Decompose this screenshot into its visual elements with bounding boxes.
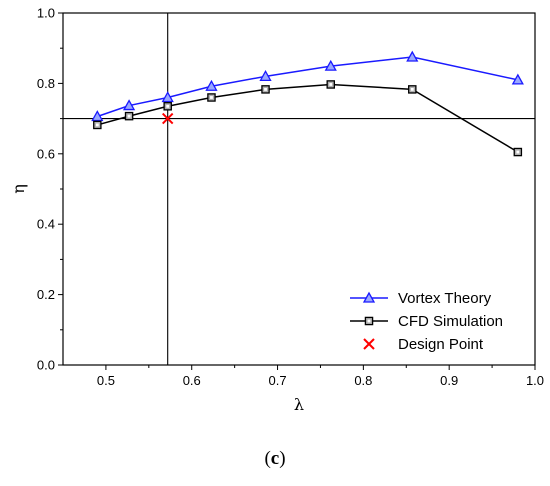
x-marker-stroke xyxy=(363,338,375,350)
vortex-theory-point xyxy=(161,91,174,103)
y-tick-label: 0.8 xyxy=(37,76,55,91)
vortex-theory-point xyxy=(122,99,136,111)
cfd-simulation-point xyxy=(163,102,172,111)
legend-cfd-simulation-label: CFD Simulation xyxy=(398,313,503,330)
cfd-simulation-point xyxy=(261,85,270,94)
caption-letter: c xyxy=(270,448,280,469)
legend: Vortex Theory CFD Simulation Design Point xyxy=(350,290,503,353)
y-tick-label: 1.0 xyxy=(37,6,55,21)
x-tick-label: 0.7 xyxy=(269,373,287,388)
x-tick-label: 0.6 xyxy=(183,373,201,388)
vortex-theory-point xyxy=(511,73,524,85)
square-marker-inner xyxy=(166,104,170,108)
x-marker-stroke xyxy=(161,112,174,125)
cfd-simulation-point xyxy=(207,93,216,102)
square-marker-inner xyxy=(329,83,333,86)
y-tick-label: 0.6 xyxy=(37,146,55,161)
figure-caption: (c) xyxy=(0,448,550,470)
square-marker-inner xyxy=(95,123,99,127)
cfd-simulation-point xyxy=(124,111,134,121)
y-tick-label: 0.0 xyxy=(37,358,55,373)
cfd-simulation-point xyxy=(93,120,102,130)
reference-lines xyxy=(63,13,535,365)
square-marker-inner xyxy=(264,87,267,91)
axis-ticks: 0.5 0.6 0.7 0.8 0.9 1.0 0.0 0.2 0.4 0.6 0.8 1.0 xyxy=(37,6,544,389)
caption-open-paren: ( xyxy=(264,448,271,469)
x-axis-label: λ xyxy=(294,395,304,414)
caption-close-paren: ) xyxy=(279,448,286,469)
vortex-theory-line xyxy=(97,56,518,118)
square-marker-inner xyxy=(127,114,131,118)
cfd-simulation-point xyxy=(513,147,523,157)
vortex-theory-point xyxy=(91,110,104,122)
cfd-simulation-line xyxy=(97,83,519,153)
square-marker-inner xyxy=(410,87,414,91)
x-tick-label: 0.8 xyxy=(354,373,372,388)
design-point-layer xyxy=(161,112,174,125)
series-layer xyxy=(91,50,524,157)
design-point-marker xyxy=(161,112,174,125)
vortex-theory-point xyxy=(259,70,272,82)
legend-design-point-label: Design Point xyxy=(398,336,484,353)
legend-vortex-theory-label: Vortex Theory xyxy=(398,290,492,307)
square-marker-inner xyxy=(367,319,371,323)
y-axis-label: η xyxy=(9,184,28,194)
x-tick-label: 1.0 xyxy=(526,373,544,388)
line-chart: 0.5 0.6 0.7 0.8 0.9 1.0 0.0 0.2 0.4 0.6 0.8 1.0 λ η… xyxy=(9,6,544,415)
legend-design-point-marker xyxy=(363,338,375,350)
square-marker-inner xyxy=(516,150,520,154)
x-tick-label: 0.5 xyxy=(97,373,115,388)
y-tick-label: 0.4 xyxy=(37,217,55,232)
cfd-simulation-point xyxy=(408,85,417,94)
square-marker-inner xyxy=(210,96,213,99)
y-tick-label: 0.2 xyxy=(37,287,55,302)
legend-cfd-simulation-marker xyxy=(364,316,374,326)
vortex-theory-point xyxy=(324,59,337,71)
vortex-theory-point xyxy=(406,50,419,62)
vortex-theory-point xyxy=(205,79,218,91)
cfd-simulation-point xyxy=(326,80,336,89)
x-tick-label: 0.9 xyxy=(440,373,458,388)
legend-vortex-theory-marker xyxy=(362,291,376,303)
